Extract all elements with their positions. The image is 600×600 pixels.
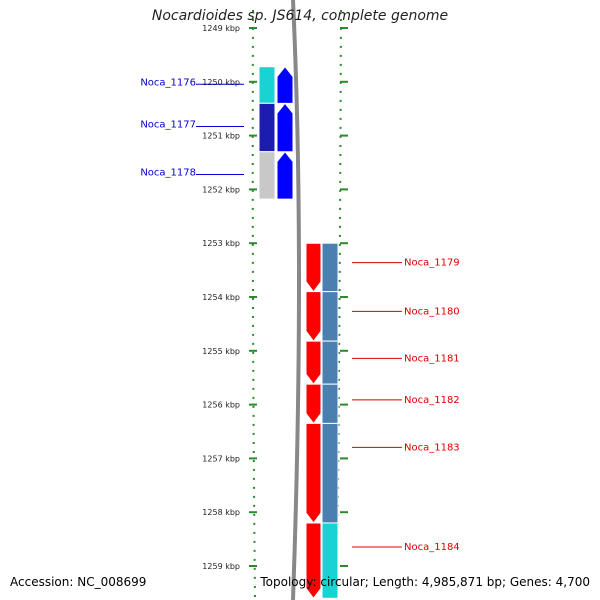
gene-arrow	[305, 291, 322, 342]
gene-shade-block	[321, 383, 339, 424]
gene-layer	[258, 65, 339, 600]
gene-arrow	[305, 242, 322, 293]
gene-arrow	[305, 522, 322, 600]
gene-arrow	[305, 383, 322, 425]
kbp-tick-label: 1250 kbp	[202, 78, 240, 87]
kbp-tick-label: 1252 kbp	[202, 185, 240, 194]
gene-label: Noca_1178	[140, 167, 196, 178]
kbp-tick-label: 1258 kbp	[202, 508, 240, 517]
genome-summary-text: Topology: circular; Length: 4,985,871 bp…	[260, 575, 590, 589]
backbone-line	[291, 0, 301, 600]
kbp-tick-label: 1257 kbp	[202, 454, 240, 463]
track-boundary-left	[251, 9, 256, 600]
kbp-tick-label: 1254 kbp	[202, 293, 240, 302]
page-title: Nocardioides sp. JS614, complete genome	[151, 8, 449, 24]
gene-label: Noca_1177	[140, 120, 196, 131]
kbp-tick-label: 1251 kbp	[202, 132, 240, 141]
kbp-tick-label: 1253 kbp	[202, 239, 240, 248]
gene-label: Noca_1176	[140, 77, 196, 88]
gene-arrow	[305, 422, 322, 524]
track-boundary-right	[336, 9, 342, 600]
kbp-tick-label: 1255 kbp	[202, 347, 240, 356]
gene-shade-block	[258, 66, 276, 104]
gene-shade-block	[321, 242, 339, 293]
gene-shade-block	[321, 422, 339, 524]
backbone-layer	[291, 0, 301, 600]
gene-shade-block	[321, 522, 339, 599]
gene-shade-block	[258, 151, 276, 200]
gene-label: Noca_1180	[404, 306, 460, 317]
gene-label: Noca_1184	[404, 542, 460, 553]
kbp-tick-label: 1259 kbp	[202, 562, 240, 571]
gene-label: Noca_1183	[404, 442, 460, 453]
kbp-tick-label: 1256 kbp	[202, 401, 240, 410]
kbp-tick-label: 1249 kbp	[202, 24, 240, 33]
accession-text: Accession: NC_008699	[10, 575, 147, 589]
gene-label: Noca_1182	[404, 395, 460, 406]
gene-arrow	[276, 150, 294, 200]
gene-arrow	[276, 65, 294, 104]
gene-shade-block	[321, 340, 339, 385]
gene-shade-block	[321, 291, 339, 342]
tick-layer: 1249 kbp 1250 kbp 1251 kbp 1252 kbp 1253 kbp…	[202, 9, 348, 600]
gene-label: Noca_1179	[404, 258, 460, 269]
gene-arrow	[276, 102, 294, 153]
label-layer: Noca_1176 Noca_1177 Noca_1178 Noca_1179 Noca…	[140, 77, 459, 553]
gene-arrow	[305, 340, 322, 385]
gene-shade-block	[258, 102, 276, 153]
gene-label: Noca_1181	[404, 353, 460, 364]
